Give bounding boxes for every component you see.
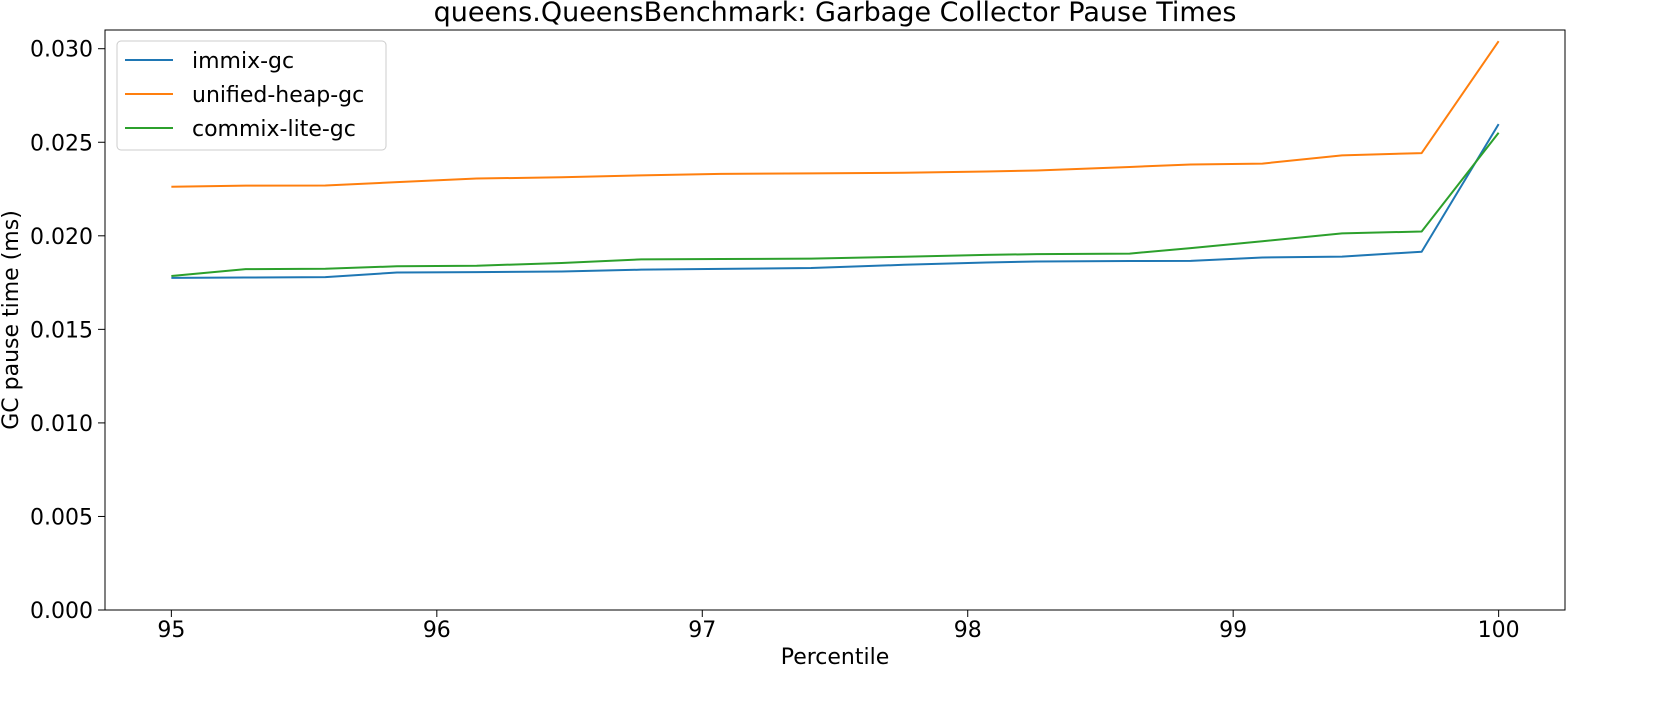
y-tick-label: 0.030 — [30, 38, 93, 63]
series-line-unified-heap-gc — [171, 40, 1500, 188]
legend-frame — [116, 40, 387, 151]
plot-area-frame — [104, 29, 1566, 611]
x-tick-label: 99 — [1219, 618, 1247, 643]
plot-lines — [171, 40, 1500, 279]
x-axis: 95 96 97 98 99 100 — [157, 610, 1520, 643]
legend: immix-gc unified-heap-gc commix-lite-gc — [116, 40, 387, 151]
series-line-immix-gc — [171, 123, 1500, 279]
y-tick-label: 0.020 — [30, 225, 93, 250]
y-tick-label: 0.010 — [30, 412, 93, 437]
y-tick-label: 0.005 — [30, 505, 93, 530]
y-tick-label: 0.025 — [30, 131, 93, 156]
x-tick-label: 97 — [688, 618, 716, 643]
y-tick-label: 0.000 — [30, 599, 93, 624]
legend-label: unified-heap-gc — [192, 83, 364, 108]
x-axis-label: Percentile — [781, 645, 890, 670]
legend-label: immix-gc — [192, 49, 294, 74]
legend-label: commix-lite-gc — [192, 117, 356, 142]
y-axis-label: GC pause time (ms) — [0, 210, 24, 430]
y-tick-label: 0.015 — [30, 318, 93, 343]
chart-title: queens.QueensBenchmark: Garbage Collecto… — [434, 0, 1237, 28]
x-tick-label: 95 — [157, 618, 185, 643]
series-line-commix-lite-gc — [171, 132, 1500, 278]
x-tick-label: 98 — [954, 618, 982, 643]
y-axis: 0.000 0.005 0.010 0.015 0.020 0.025 0.030 — [30, 38, 105, 624]
x-tick-label: 100 — [1478, 618, 1520, 643]
x-tick-label: 96 — [423, 618, 451, 643]
